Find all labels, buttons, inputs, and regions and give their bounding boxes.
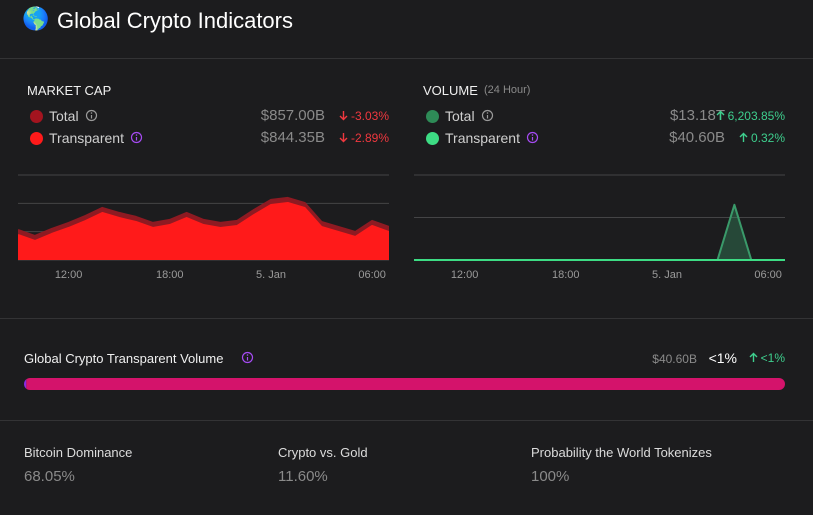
x-tick-label: 12:00 (55, 269, 83, 281)
info-icon[interactable] (481, 109, 494, 122)
legend-name: Transparent (445, 130, 520, 146)
legend-dot (426, 110, 439, 123)
bar-value: $40.60B (652, 352, 697, 366)
legend-value: $40.60B (669, 129, 725, 146)
bar-label: Global Crypto Transparent Volume (24, 351, 224, 366)
stat-value: 100% (531, 468, 570, 485)
legend-value: $13.18T (669, 107, 725, 124)
trend-arrow (339, 133, 348, 143)
section-subtitle: (24 Hour) (484, 84, 531, 96)
change-text: 6,203.85% (727, 109, 785, 123)
info-icon[interactable] (526, 131, 539, 144)
x-tick-label: 5. Jan (256, 269, 286, 281)
divider (0, 58, 813, 59)
trend-arrow (739, 132, 748, 142)
x-tick-label: 5. Jan (652, 269, 682, 281)
trend-arrow (716, 110, 725, 120)
series-line (18, 202, 389, 242)
bar-segment (24, 378, 27, 390)
divider (0, 318, 813, 319)
legend-name: Transparent (49, 130, 124, 146)
legend-change: -3.03% (339, 110, 389, 122)
legend-change: -2.89% (339, 132, 389, 144)
stat-label: Probability the World Tokenizes (531, 445, 712, 460)
legend-dot (30, 110, 43, 123)
bar-change: <1% (749, 352, 785, 364)
stat-value: 11.60% (278, 468, 328, 485)
x-tick-label: 06:00 (358, 269, 386, 281)
bar-segment (26, 378, 785, 390)
stat-value: 68.05% (24, 468, 75, 485)
stat-label: Bitcoin Dominance (24, 445, 133, 460)
change-text: -3.03% (350, 109, 389, 123)
globe-icon: 🌎 (22, 6, 50, 31)
x-tick-label: 18:00 (552, 269, 580, 281)
trend-arrow (339, 111, 348, 121)
stat-label: Crypto vs. Gold (278, 445, 368, 460)
series-line (18, 196, 389, 237)
area-chart: 12:00 18:00 5. Jan 06:00 (18, 174, 389, 281)
area-fill (18, 203, 389, 260)
legend-name: Total (445, 108, 475, 124)
legend-change: 0.32% (739, 132, 785, 144)
area-chart: 12:00 18:00 5. Jan 06:00 (414, 174, 785, 281)
section-title: MARKET CAP (27, 83, 112, 98)
change-text: 0.32% (750, 131, 785, 145)
share-bar (24, 378, 785, 390)
x-tick-label: 06:00 (754, 269, 782, 281)
page-title: Global Crypto Indicators (57, 8, 293, 33)
legend-dot (30, 132, 43, 145)
x-tick-label: 18:00 (156, 269, 184, 281)
legend-value: $857.00B (260, 107, 325, 124)
info-icon[interactable] (85, 109, 98, 122)
area-fill (414, 204, 785, 260)
info-icon[interactable] (130, 131, 143, 144)
change-text: <1% (760, 351, 785, 365)
legend-value: $844.35B (260, 129, 325, 146)
legend-change: 6,203.85% (716, 110, 785, 122)
legend-dot (426, 132, 439, 145)
section-title: VOLUME (423, 83, 478, 98)
divider (0, 420, 813, 421)
legend-name: Total (49, 108, 79, 124)
trend-arrow (749, 352, 758, 362)
info-icon[interactable] (241, 351, 254, 364)
change-text: -2.89% (350, 131, 389, 145)
x-tick-label: 12:00 (451, 269, 479, 281)
bar-share: <1% (708, 350, 737, 366)
